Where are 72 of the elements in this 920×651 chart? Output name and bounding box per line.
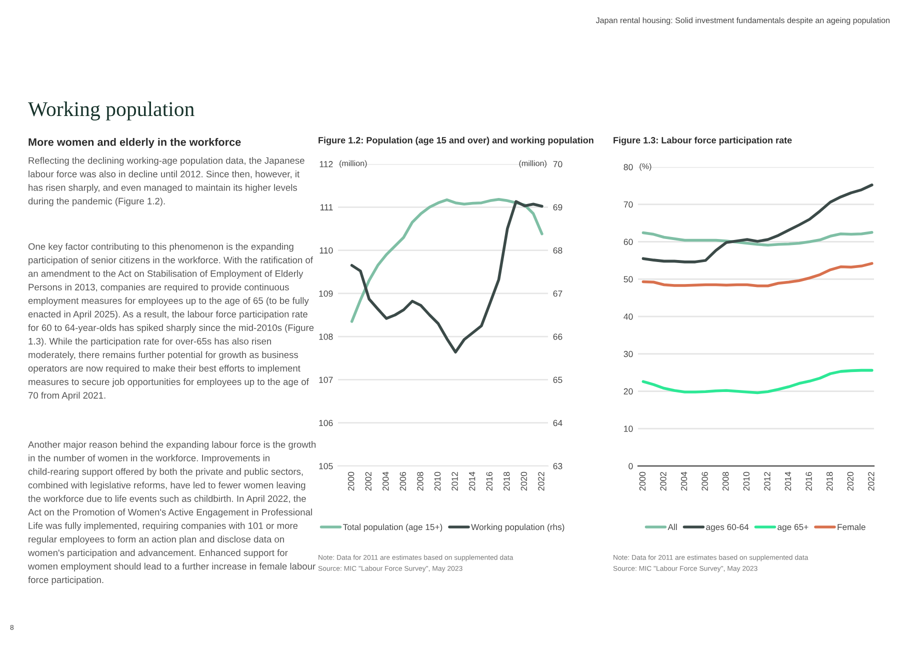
y-tick-label: 40 xyxy=(624,314,633,320)
x-tick-label: 2022 xyxy=(538,472,544,491)
line-series xyxy=(350,198,544,323)
y-tick-label: 0 xyxy=(628,463,633,470)
chart-title: Figure 1.3: Labour force participation rate xyxy=(614,136,792,146)
y-tick-label: 112 xyxy=(320,161,333,168)
line-series xyxy=(642,262,874,288)
text: Japan rental housing: Solid investment fundamentals despite an ageing population xyxy=(596,17,890,25)
y-tick-label: 106 xyxy=(319,420,333,426)
text: Working population xyxy=(28,102,194,120)
x-tick-label: 2012 xyxy=(764,472,770,491)
line-series xyxy=(350,200,544,354)
legend-label: Working population (rhs) xyxy=(471,524,564,532)
x-tick-label: 2020 xyxy=(847,472,854,491)
x-tick-label: 2000 xyxy=(348,472,354,491)
x-tick-label: 2006 xyxy=(400,472,406,491)
x-tick-label: 2012 xyxy=(452,472,458,491)
y2-tick-label: 65 xyxy=(553,376,562,383)
y2-tick-label: 70 xyxy=(553,161,562,168)
y-tick-label: 105 xyxy=(319,463,333,470)
x-tick-label: 2008 xyxy=(722,472,729,491)
line-series xyxy=(642,184,874,264)
y-tick-label: 50 xyxy=(624,276,633,282)
y2-tick-label: 63 xyxy=(553,463,562,470)
y-tick-label: 110 xyxy=(320,247,333,254)
y-tick-label: 111 xyxy=(320,204,333,210)
x-tick-label: 2022 xyxy=(868,472,874,491)
y-tick-label: 60 xyxy=(624,238,633,246)
x-tick-label: 2018 xyxy=(826,472,833,491)
x-tick-label: 2004 xyxy=(680,472,688,491)
legend-label: age 65+ xyxy=(778,524,808,532)
y2-tick-label: 66 xyxy=(553,334,562,340)
line-series xyxy=(642,231,874,247)
x-tick-label: 2008 xyxy=(417,472,424,491)
legend-label: All xyxy=(668,524,677,530)
text: Another major reason behind the expanding labour force is the growth in the number of women in the workforce. Improvements in child-rearing support offered by both the private and public sectors, combined with legislative reforms, have led to fewer women leaving the workforce due to life events such as childbirth. In April 2022, the Act on the Promotion of Women's Active Engagement in Professional Life was fully implemented, requiring companies with 101 or more regular employees to form an action plan and disclose data on women's participation and advancement. Enhanced support for women employment should lead to a further increase in female labour force participation. xyxy=(28,441,316,585)
x-tick-label: 2004 xyxy=(382,472,389,491)
x-tick-label: 2000 xyxy=(639,472,646,491)
x-tick-label: 2010 xyxy=(434,472,441,491)
y2-tick-label: 67 xyxy=(553,290,562,297)
x-tick-label: 2002 xyxy=(660,472,666,491)
x-tick-label: 2018 xyxy=(504,472,510,491)
text: Reflecting the declining working-age population data, the Japanese labour force was also in decline until 2012. Since then, however, it has risen sharply, and even managed to maintain its higher levels during the pandemic (Figure 1.2). xyxy=(28,157,304,206)
x-tick-label: 2010 xyxy=(743,472,750,491)
legend-label: Female xyxy=(838,524,866,530)
text: More women and elderly in the workforce xyxy=(28,138,241,148)
y2-tick-label: 64 xyxy=(553,420,562,426)
x-tick-label: 2016 xyxy=(486,472,492,491)
x-tick-label: 2006 xyxy=(702,472,708,491)
y-tick-label: 109 xyxy=(319,290,333,297)
y-axis-title: (million) xyxy=(340,160,367,168)
y-tick-label: 70 xyxy=(624,201,633,208)
x-tick-label: 2014 xyxy=(468,472,476,491)
text: One key factor contributing to this phenomenon is the expanding participation of senior citizens in the workforce. With the ratification of an amendment to the Act on Stabilisation of Employment of Elderly Persons in 2013, companies are required to provide continuous employment measures for employees up to the age of 65 (to be fully enacted in April 2025). As a result, the labour force participation rate for 60 to 64-year-olds has spiked sharply since the mid-2010s (Figure 1.3). While the participation rate for over-65s has also risen moderately, there remains further potential for growth as business operators are now required to make their best efforts to implement measures to secure job opportunities for employees up to the age of 70 from April 2021. xyxy=(28,243,314,401)
y-tick-label: 107 xyxy=(319,376,333,383)
y-tick-label: 30 xyxy=(624,350,633,358)
line-series xyxy=(642,368,874,394)
legend-label: Total population (age 15+) xyxy=(343,524,442,532)
chart-title: Figure 1.2: Population (age 15 and over) and working population xyxy=(318,136,594,146)
y-tick-label: 10 xyxy=(624,426,633,432)
y2-tick-label: 68 xyxy=(553,247,562,254)
y-tick-label: 20 xyxy=(624,388,633,395)
x-tick-label: 2002 xyxy=(365,472,372,491)
y-tick-label: 80 xyxy=(624,164,633,170)
y2-tick-label: 69 xyxy=(553,204,562,210)
x-tick-label: 2020 xyxy=(520,472,528,491)
y-tick-label: 108 xyxy=(319,334,333,340)
x-tick-label: 2016 xyxy=(806,472,812,491)
y2-axis-title: (million) xyxy=(519,160,546,168)
x-tick-label: 2014 xyxy=(784,472,792,491)
legend-label: ages 60-64 xyxy=(706,524,749,532)
y-axis-title: (%) xyxy=(640,163,652,171)
